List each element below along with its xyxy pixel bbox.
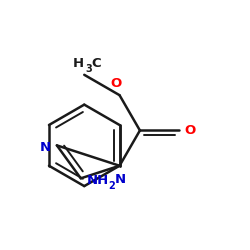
- Text: O: O: [111, 77, 122, 90]
- Text: 3: 3: [85, 64, 92, 74]
- Text: N: N: [115, 173, 126, 186]
- Text: C: C: [92, 57, 101, 70]
- Text: H: H: [73, 57, 84, 70]
- Text: N: N: [40, 141, 51, 154]
- Text: O: O: [185, 124, 196, 137]
- Text: 2: 2: [108, 181, 115, 191]
- Text: NH: NH: [87, 174, 109, 187]
